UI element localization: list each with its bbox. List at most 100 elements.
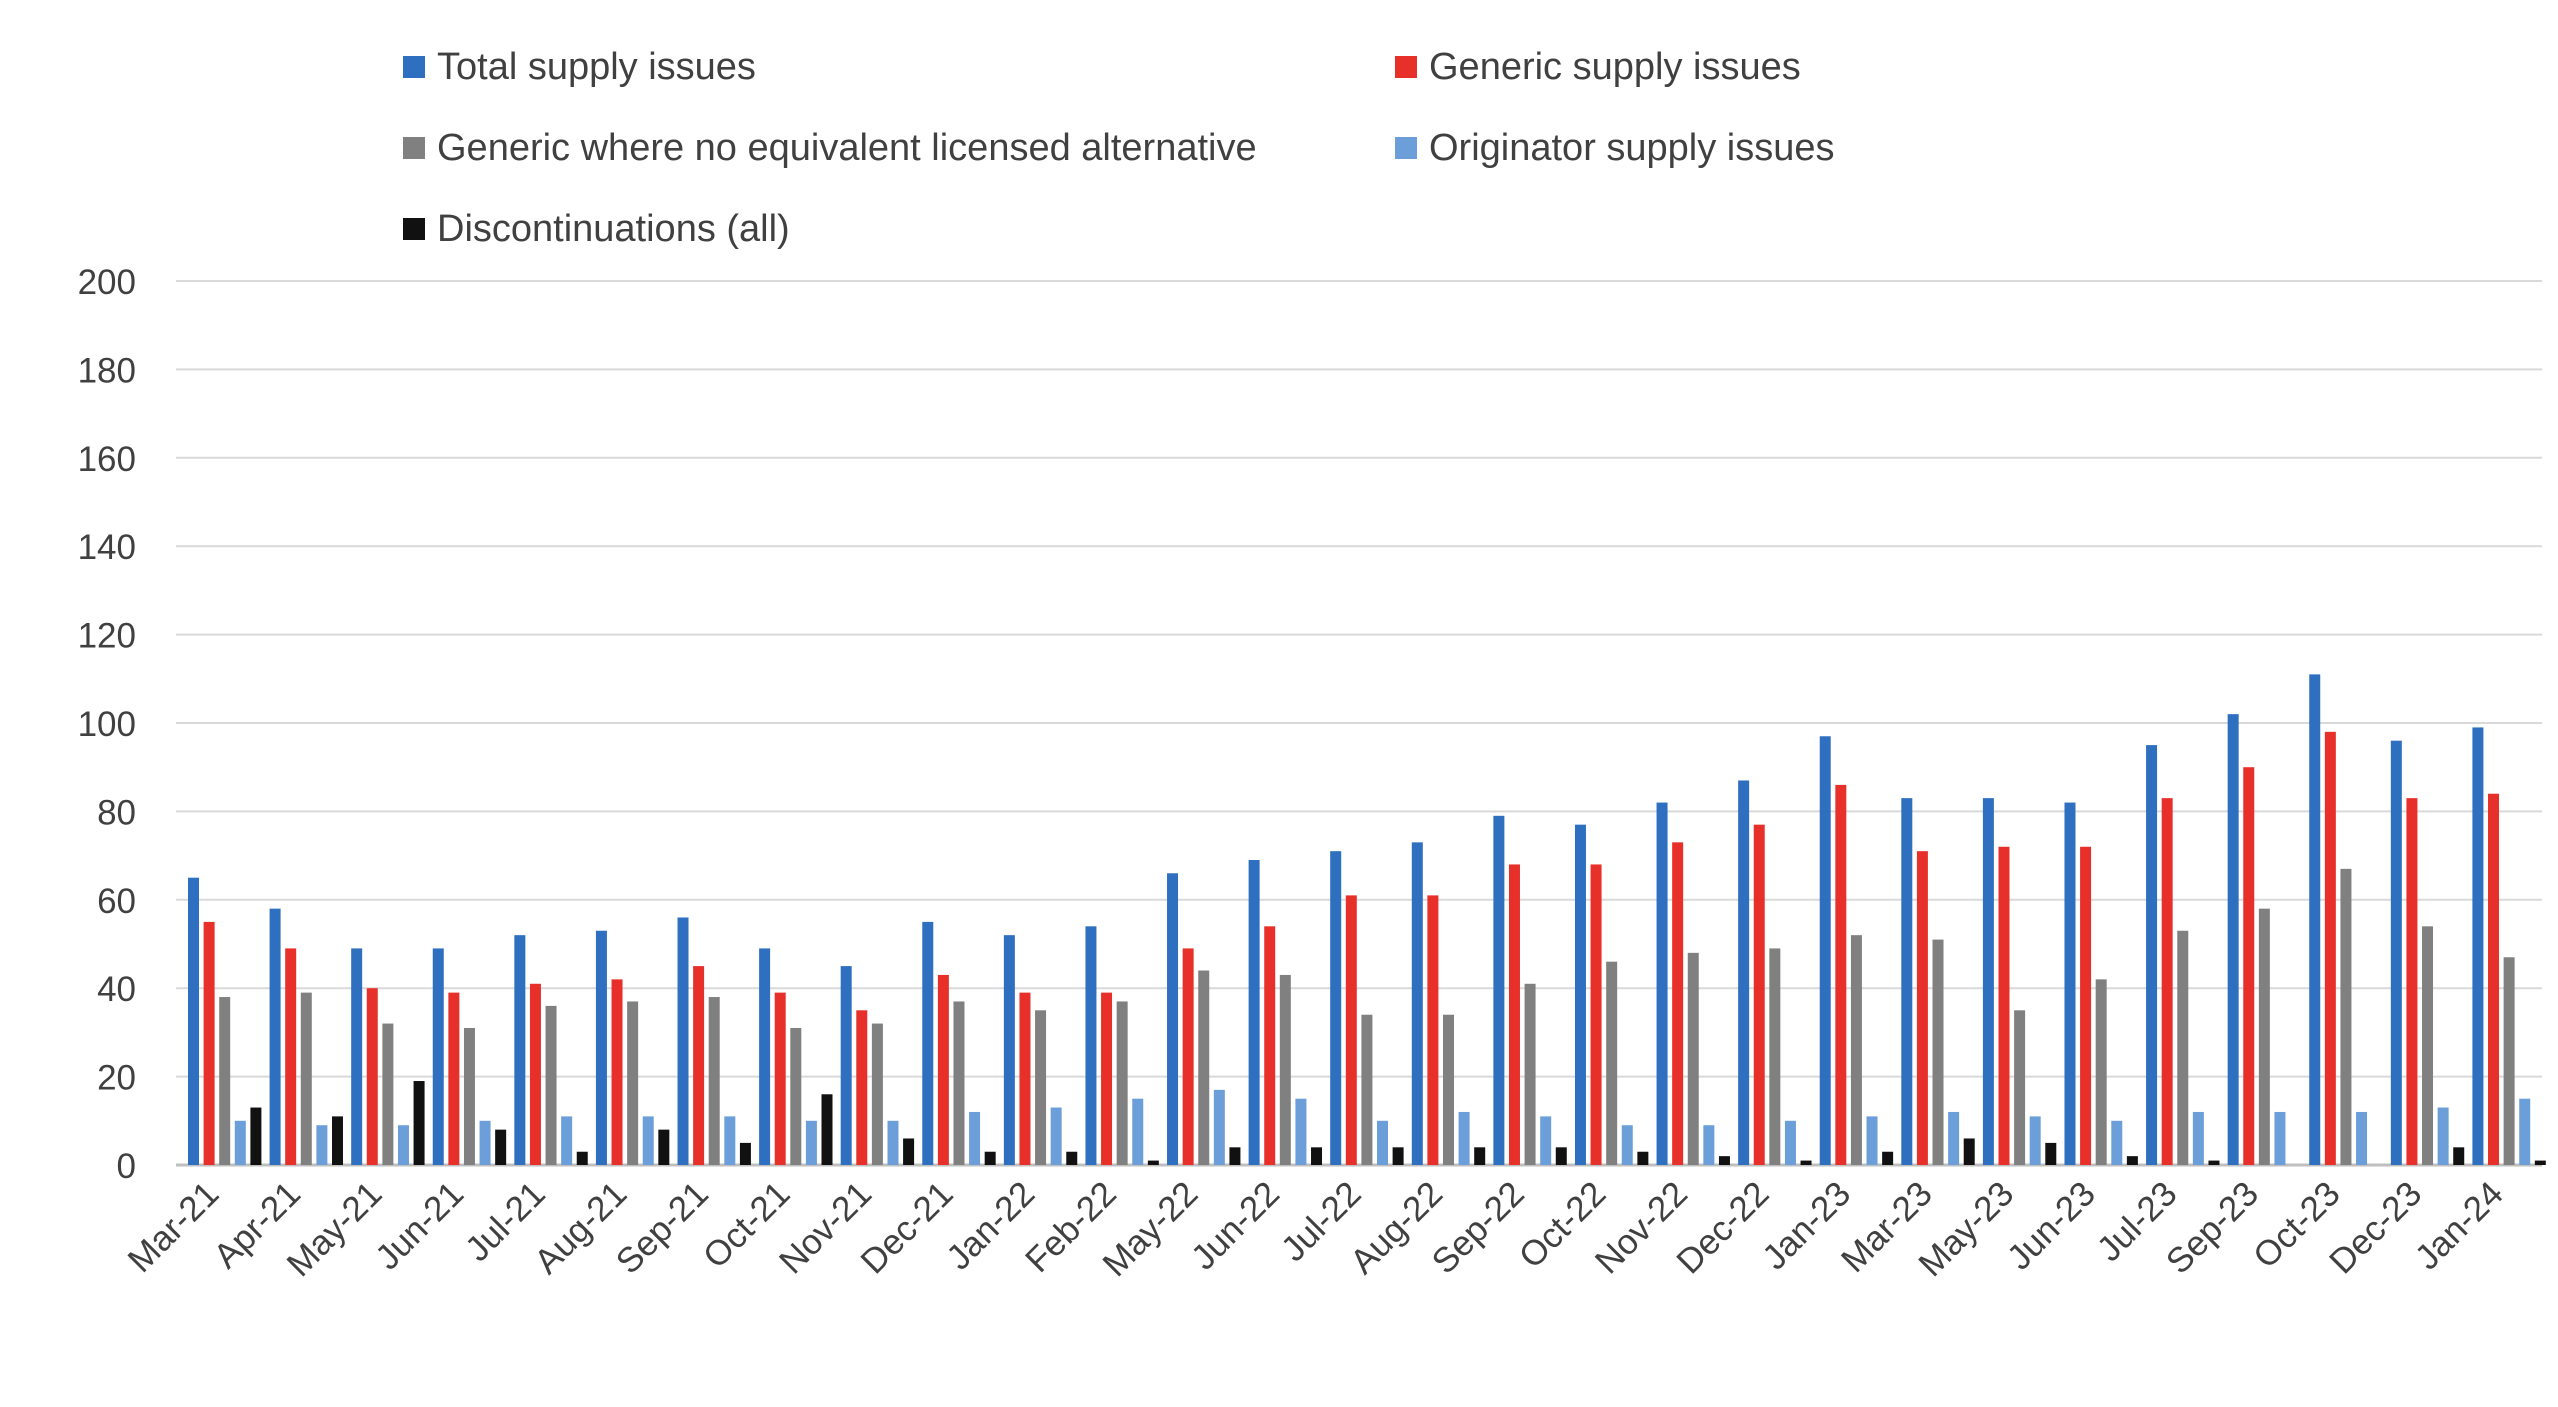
- bar-discontinuations-all-aug-21: [658, 1129, 670, 1165]
- bar-generic-where-no-equivalent-licensed-alternative-nov-21: [871, 1023, 883, 1165]
- bar-total-supply-issues-jul-21: [514, 935, 526, 1165]
- bar-discontinuations-all-jan-22: [1066, 1151, 1078, 1165]
- bar-generic-supply-issues-sep-23: [2243, 767, 2255, 1165]
- bar-discontinuations-all-jul-23: [2208, 1160, 2220, 1165]
- bar-originator-supply-issues-sep-23: [2274, 1111, 2286, 1165]
- legend-item-generic-supply-issues: Generic supply issues: [1395, 46, 1801, 88]
- y-tick-label: 80: [97, 793, 136, 832]
- bar-discontinuations-all-may-21: [413, 1081, 425, 1165]
- bar-originator-supply-issues-aug-21: [642, 1116, 654, 1165]
- bar-generic-supply-issues-apr-21: [285, 948, 297, 1165]
- legend-label: Generic where no equivalent licensed alt…: [437, 127, 1257, 169]
- bar-discontinuations-all-jun-21: [495, 1129, 507, 1165]
- bar-generic-supply-issues-mar-21: [203, 921, 215, 1165]
- bar-discontinuations-all-dec-22: [1800, 1160, 1812, 1165]
- bar-generic-where-no-equivalent-licensed-alternative-aug-21: [627, 1001, 639, 1165]
- bar-originator-supply-issues-oct-23: [2356, 1111, 2368, 1165]
- bar-total-supply-issues-oct-22: [1574, 824, 1586, 1165]
- bar-total-supply-issues-jan-24: [2472, 727, 2484, 1165]
- bar-generic-supply-issues-jul-21: [529, 983, 541, 1165]
- bar-total-supply-issues-jun-22: [1248, 860, 1260, 1165]
- bar-total-supply-issues-oct-23: [2309, 674, 2321, 1165]
- bar-generic-where-no-equivalent-licensed-alternative-oct-21: [790, 1027, 802, 1165]
- legend-swatch: [1395, 137, 1417, 159]
- bar-originator-supply-issues-dec-22: [1784, 1120, 1796, 1165]
- bar-generic-where-no-equivalent-licensed-alternative-may-21: [382, 1023, 394, 1165]
- legend-label: Total supply issues: [437, 46, 756, 88]
- bar-total-supply-issues-sep-23: [2227, 714, 2239, 1165]
- x-tick-label: Sep-21: [609, 1174, 716, 1281]
- bar-discontinuations-all-jul-21: [576, 1151, 588, 1165]
- bar-generic-supply-issues-nov-22: [1672, 842, 1684, 1165]
- series-total-supply-issues: [188, 674, 2484, 1165]
- bar-originator-supply-issues-sep-22: [1540, 1116, 1552, 1165]
- legend-swatch: [403, 137, 425, 159]
- bar-generic-where-no-equivalent-licensed-alternative-jan-24: [2503, 957, 2515, 1165]
- legend-item-total-supply-issues: Total supply issues: [403, 46, 756, 88]
- bar-total-supply-issues-jan-23: [1819, 736, 1831, 1165]
- bar-total-supply-issues-jun-21: [432, 948, 444, 1165]
- bar-total-supply-issues-feb-22: [1085, 926, 1097, 1165]
- bar-total-supply-issues-may-23: [1982, 798, 1994, 1165]
- bar-generic-where-no-equivalent-licensed-alternative-sep-22: [1524, 983, 1536, 1165]
- bar-originator-supply-issues-sep-21: [724, 1116, 736, 1165]
- bar-discontinuations-all-mar-21: [250, 1107, 262, 1165]
- bar-total-supply-issues-jul-22: [1330, 851, 1342, 1165]
- bar-originator-supply-issues-nov-22: [1703, 1125, 1715, 1165]
- bar-generic-supply-issues-jan-22: [1019, 992, 1031, 1165]
- bar-generic-supply-issues-jun-21: [448, 992, 460, 1165]
- bar-total-supply-issues-dec-21: [922, 921, 934, 1165]
- bar-total-supply-issues-apr-21: [269, 908, 281, 1165]
- y-tick-label: 20: [97, 1059, 136, 1098]
- gridlines: [176, 280, 2542, 1167]
- x-tick-label: Mar-21: [120, 1174, 226, 1280]
- bar-generic-where-no-equivalent-licensed-alternative-dec-23: [2422, 926, 2434, 1165]
- bar-total-supply-issues-mar-21: [188, 877, 199, 1165]
- legend-swatch: [403, 56, 425, 78]
- legend-label: Discontinuations (all): [437, 208, 790, 250]
- bar-originator-supply-issues-mar-23: [1948, 1111, 1960, 1165]
- x-tick-label: Jun-23: [2000, 1174, 2103, 1277]
- bar-generic-where-no-equivalent-licensed-alternative-jul-23: [2177, 930, 2189, 1165]
- bar-discontinuations-all-jun-22: [1311, 1147, 1323, 1165]
- bar-discontinuations-all-mar-23: [1963, 1138, 1975, 1165]
- x-tick-label: Jun-21: [368, 1174, 471, 1277]
- bar-generic-supply-issues-aug-21: [611, 979, 623, 1165]
- bar-discontinuations-all-oct-21: [821, 1094, 833, 1165]
- x-tick-label: Aug-21: [527, 1174, 634, 1281]
- bar-originator-supply-issues-apr-21: [316, 1125, 328, 1165]
- series-generic-where-no-equivalent-licensed-alternative: [219, 868, 2515, 1165]
- bar-discontinuations-all-sep-22: [1555, 1147, 1567, 1165]
- bar-discontinuations-all-jan-23: [1882, 1151, 1894, 1165]
- bar-generic-where-no-equivalent-licensed-alternative-mar-21: [219, 997, 231, 1165]
- bar-generic-where-no-equivalent-licensed-alternative-mar-23: [1932, 939, 1944, 1165]
- y-tick-label: 200: [78, 263, 136, 302]
- bar-discontinuations-all-may-22: [1229, 1147, 1241, 1165]
- x-tick-label: Dec-21: [853, 1174, 960, 1281]
- bar-discontinuations-all-dec-21: [984, 1151, 996, 1165]
- bar-discontinuations-all-oct-22: [1637, 1151, 1649, 1165]
- bar-generic-supply-issues-jul-23: [2161, 798, 2173, 1165]
- bar-generic-where-no-equivalent-licensed-alternative-dec-21: [953, 1001, 965, 1165]
- x-axis: Mar-21Apr-21May-21Jun-21Jul-21Aug-21Sep-…: [120, 1174, 2510, 1284]
- bar-generic-supply-issues-mar-23: [1916, 851, 1928, 1165]
- bar-generic-supply-issues-may-21: [366, 988, 378, 1165]
- bar-generic-where-no-equivalent-licensed-alternative-jun-22: [1279, 974, 1291, 1165]
- x-tick-label: Aug-22: [1343, 1174, 1450, 1281]
- series-generic-supply-issues: [203, 731, 2500, 1165]
- bar-generic-where-no-equivalent-licensed-alternative-may-22: [1198, 970, 1210, 1165]
- bar-discontinuations-all-jul-22: [1392, 1147, 1404, 1165]
- bar-generic-where-no-equivalent-licensed-alternative-oct-23: [2340, 868, 2352, 1165]
- bar-discontinuations-all-aug-22: [1474, 1147, 1486, 1165]
- bar-total-supply-issues-sep-22: [1493, 815, 1505, 1165]
- bar-originator-supply-issues-aug-22: [1458, 1111, 1470, 1165]
- bar-originator-supply-issues-jul-23: [2192, 1111, 2204, 1165]
- bar-total-supply-issues-may-21: [351, 948, 363, 1165]
- bar-originator-supply-issues-jul-22: [1377, 1120, 1389, 1165]
- y-tick-label: 160: [78, 440, 136, 479]
- bar-originator-supply-issues-mar-21: [234, 1120, 246, 1165]
- bar-generic-where-no-equivalent-licensed-alternative-aug-22: [1442, 1014, 1454, 1165]
- legend-swatch: [1395, 56, 1417, 78]
- bar-generic-where-no-equivalent-licensed-alternative-apr-21: [300, 992, 312, 1165]
